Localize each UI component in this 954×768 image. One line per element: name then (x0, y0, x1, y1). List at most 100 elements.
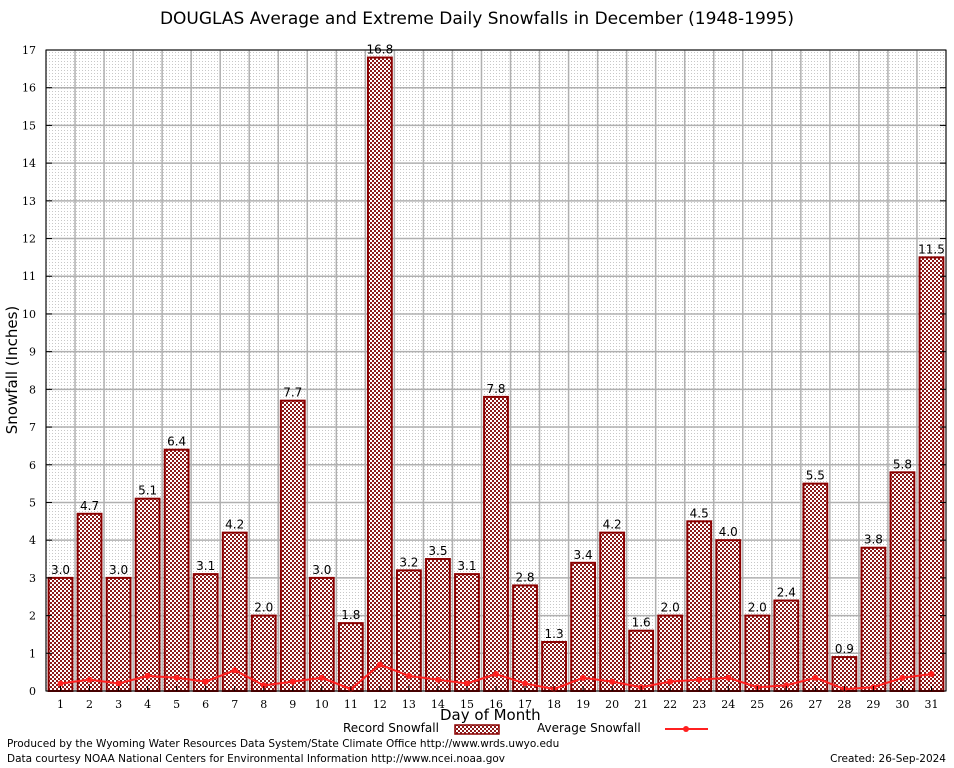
y-tick-label: 1 (29, 647, 36, 660)
y-tick-label: 4 (29, 534, 36, 547)
bar-value-label: 2.0 (748, 601, 767, 615)
bar-value-label: 3.5 (428, 544, 447, 558)
record-bar (425, 558, 451, 692)
x-tick-label: 2 (86, 698, 93, 711)
footer-data-courtesy: Data courtesy NOAA National Centers for … (7, 753, 506, 765)
record-bar (541, 640, 567, 693)
average-point (57, 680, 64, 687)
average-point (812, 674, 819, 681)
x-tick-label: 29 (866, 698, 880, 711)
record-bar (889, 471, 916, 692)
legend-record-label: Record Snowfall (343, 721, 439, 735)
plot-border (45, 49, 947, 692)
bar-value-label: 4.0 (719, 525, 738, 539)
y-tick-label: 14 (22, 157, 36, 170)
average-point (260, 682, 267, 689)
record-bar (686, 520, 713, 693)
x-tick-label: 30 (895, 698, 909, 711)
average-point (667, 678, 674, 685)
average-point (899, 674, 906, 681)
average-point (522, 680, 529, 687)
bar-value-label: 3.0 (312, 563, 331, 577)
x-tick-label: 13 (402, 698, 416, 711)
bar-value-label: 7.7 (283, 386, 302, 400)
x-tick-label: 28 (837, 698, 851, 711)
x-tick-label: 23 (692, 698, 706, 711)
record-bar (802, 482, 829, 692)
bar-value-label: 5.1 (138, 484, 157, 498)
x-tick-label: 25 (750, 698, 764, 711)
y-tick-label: 13 (22, 195, 36, 208)
y-tick-label: 15 (22, 119, 36, 132)
average-point (928, 671, 935, 678)
y-tick-label: 8 (29, 383, 36, 396)
bar-value-label: 0.9 (835, 642, 854, 656)
record-bar (76, 512, 103, 692)
y-tick-label: 10 (22, 308, 36, 321)
average-point (696, 676, 703, 683)
bar-value-label: 5.8 (893, 457, 912, 471)
y-tick-label: 0 (29, 685, 36, 698)
record-bar (105, 576, 132, 692)
x-axis-ticks: 1 2 3 4 5 6 7 8 9 10 11 12 13 14 15 16 17 18 19 20 21 22 23 24 2… (57, 686, 938, 711)
average-point (202, 678, 209, 685)
bar-value-label: 2.0 (661, 601, 680, 615)
footer-produced-by: Produced by the Wyoming Water Resources … (7, 738, 560, 750)
legend-average-label: Average Snowfall (537, 721, 641, 735)
average-point (580, 674, 587, 681)
x-tick-label: 17 (518, 698, 532, 711)
average-line (57, 661, 935, 693)
record-bar (134, 497, 161, 693)
x-tick-label: 15 (460, 698, 474, 711)
average-point (434, 676, 441, 683)
average-point (86, 676, 93, 683)
record-bars (47, 56, 945, 693)
bar-value-label: 4.7 (80, 499, 99, 513)
record-bar (454, 573, 480, 692)
bar-value-labels: 3.04.73.05.16.43.14.22.07.73.01.816.83.2… (51, 43, 945, 657)
x-tick-label: 31 (924, 698, 938, 711)
plot-frame (45, 49, 947, 692)
average-point (318, 674, 325, 681)
record-bar (860, 546, 887, 692)
x-tick-label: 12 (373, 698, 387, 711)
average-point (289, 678, 296, 685)
x-axis-label: Day of Month (440, 706, 541, 724)
legend-record-swatch (454, 724, 500, 735)
average-point (173, 674, 180, 681)
bar-value-label: 2.8 (515, 570, 534, 584)
x-tick-label: 27 (808, 698, 822, 711)
bar-value-label: 1.6 (632, 616, 651, 630)
record-bar (599, 531, 626, 693)
record-bar (250, 614, 277, 693)
bar-value-label: 3.0 (51, 563, 70, 577)
record-bar (512, 584, 538, 692)
average-point (725, 674, 732, 681)
x-tick-label: 22 (663, 698, 677, 711)
average-point (609, 678, 616, 685)
y-tick-label: 17 (22, 44, 36, 57)
bar-value-label: 4.5 (690, 506, 709, 520)
record-bar (715, 539, 742, 692)
record-bar (163, 448, 190, 692)
bar-value-label: 7.8 (486, 382, 505, 396)
x-tick-label: 1 (57, 698, 64, 711)
x-tick-label: 6 (202, 698, 209, 711)
bar-value-label: 3.8 (864, 533, 883, 547)
bar-value-label: 3.1 (196, 559, 215, 573)
record-bar (483, 395, 509, 692)
bar-value-label: 3.0 (109, 563, 128, 577)
record-bar (773, 599, 800, 692)
legend (454, 724, 708, 735)
bar-value-label: 2.4 (777, 586, 796, 600)
chart-title: DOUGLAS Average and Extreme Daily Snowfa… (159, 9, 795, 29)
x-tick-label: 4 (144, 698, 151, 711)
x-tick-label: 19 (576, 698, 590, 711)
x-tick-label: 18 (547, 698, 561, 711)
average-point (463, 680, 470, 687)
record-bar (366, 56, 393, 692)
record-bar (221, 531, 248, 693)
y-tick-label: 5 (29, 496, 36, 509)
